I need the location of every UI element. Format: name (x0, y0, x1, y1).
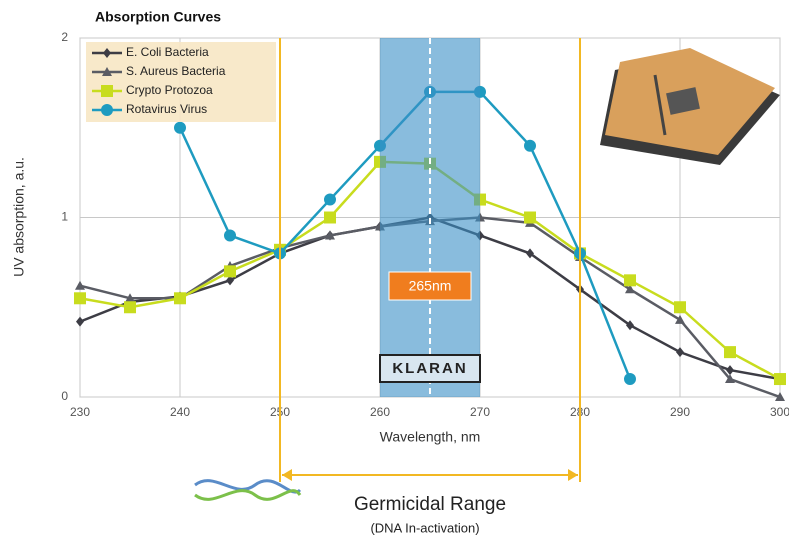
marker (726, 365, 734, 376)
chart-title: Absorption Curves (95, 9, 221, 25)
legend-label: E. Coli Bacteria (126, 45, 209, 59)
marker (101, 85, 113, 97)
marker (224, 229, 236, 242)
marker (774, 373, 786, 386)
marker (125, 293, 135, 303)
marker (624, 373, 636, 386)
marker (676, 347, 684, 358)
y-tick-label: 2 (61, 30, 68, 44)
marker (74, 292, 86, 305)
marker (124, 301, 136, 314)
legend-box (86, 42, 276, 122)
marker (76, 316, 84, 327)
x-tick-label: 290 (670, 405, 690, 419)
brand-label: KLARAN (392, 360, 467, 377)
x-axis-label: Wavelength, nm (380, 429, 481, 445)
marker (324, 193, 336, 206)
marker (524, 211, 536, 224)
marker (102, 67, 112, 76)
arrow-head (568, 469, 578, 481)
device-image (600, 48, 780, 165)
marker (174, 292, 186, 305)
peak-label-box (388, 271, 472, 301)
y-axis-label: UV absorption, a.u. (11, 157, 27, 277)
x-tick-label: 260 (370, 405, 390, 419)
range-label: Germicidal Range (354, 494, 506, 515)
marker (725, 374, 735, 384)
marker (775, 392, 785, 401)
marker (224, 265, 236, 278)
legend-label: Rotavirus Virus (126, 102, 207, 116)
range-sublabel: (DNA In-activation) (370, 520, 479, 535)
x-tick-label: 270 (470, 405, 490, 419)
marker (526, 248, 534, 259)
marker (174, 121, 186, 134)
brand-box (379, 354, 481, 383)
marker (625, 284, 635, 294)
marker (674, 301, 686, 314)
x-tick-label: 300 (770, 405, 789, 419)
highlight-band (380, 38, 480, 397)
legend: E. Coli Bacteria S. Aureus Bacteria Crypto… (86, 42, 276, 122)
x-tick-label: 230 (70, 405, 90, 419)
legend-label: S. Aureus Bacteria (126, 64, 226, 78)
marker (324, 211, 336, 224)
marker (75, 280, 85, 290)
marker (626, 320, 634, 331)
arrow-head (282, 469, 292, 481)
marker (101, 104, 113, 116)
y-tick-label: 1 (61, 210, 68, 224)
marker (103, 48, 111, 58)
marker (524, 139, 536, 152)
legend-label: Crypto Protozoa (126, 83, 213, 97)
marker (624, 274, 636, 287)
marker (724, 346, 736, 359)
marker (325, 230, 335, 240)
y-tick-label: 0 (61, 389, 68, 403)
marker (226, 275, 234, 286)
peak-label: 265nm (409, 278, 452, 294)
x-tick-label: 240 (170, 405, 190, 419)
dna-icon (194, 479, 302, 501)
marker (675, 314, 685, 324)
